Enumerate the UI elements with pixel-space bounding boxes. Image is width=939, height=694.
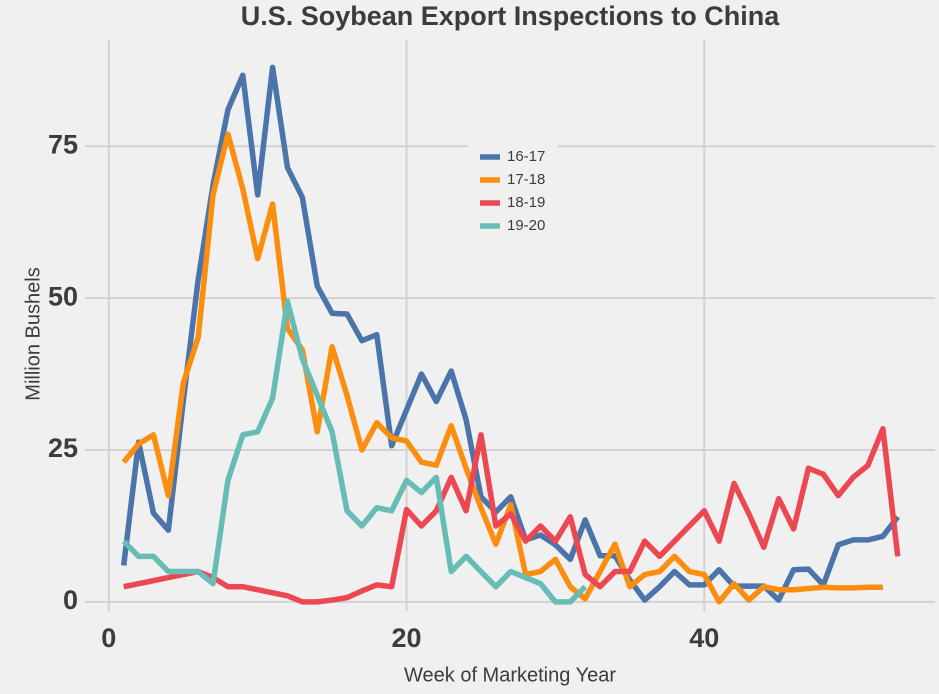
x-tick-label: 40 (689, 623, 719, 653)
y-tick-label: 50 (48, 281, 78, 311)
series-line (121, 131, 883, 605)
legend-label: 18-19 (507, 194, 545, 211)
series-line (123, 426, 901, 605)
series-line (121, 298, 588, 605)
y-tick-label: 25 (48, 433, 78, 463)
y-axis-label: Million Bushels (22, 267, 44, 400)
series-line (120, 64, 900, 603)
chart-title: U.S. Soybean Export Inspections to China (241, 1, 781, 31)
legend-label: 19-20 (507, 217, 545, 234)
x-tick-label: 0 (101, 623, 116, 653)
x-tick-label: 20 (392, 623, 422, 653)
legend-label: 16-17 (507, 148, 545, 165)
legend-label: 17-18 (507, 171, 545, 188)
y-tick-label: 75 (48, 129, 78, 159)
y-tick-label: 0 (63, 585, 78, 615)
x-axis-label: Week of Marketing Year (404, 664, 616, 686)
